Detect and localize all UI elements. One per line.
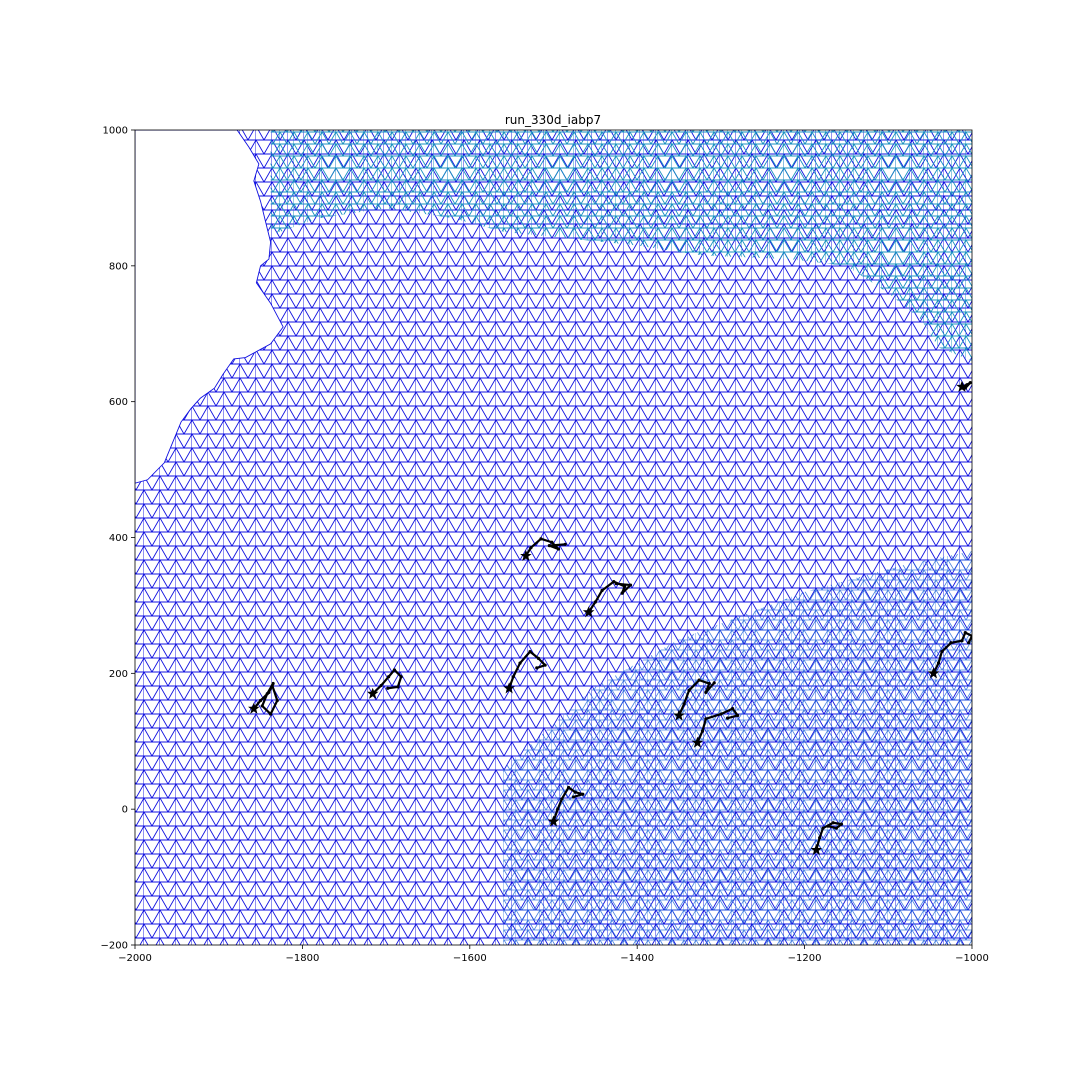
track-point <box>940 650 944 654</box>
track-point <box>963 630 967 635</box>
track-6 <box>547 785 585 827</box>
track-point <box>620 591 624 595</box>
track-point <box>593 600 597 604</box>
track-point <box>573 790 577 794</box>
y-tick-label: −200 <box>101 941 128 952</box>
track-point <box>566 785 571 790</box>
track-point <box>821 826 825 830</box>
track-point <box>539 537 543 541</box>
track-point <box>623 584 627 589</box>
track-point <box>712 681 716 685</box>
track-point <box>719 712 723 716</box>
track-point <box>535 666 539 670</box>
x-tick-label: −2000 <box>118 953 152 964</box>
track-point <box>700 729 705 733</box>
track-point <box>556 807 560 811</box>
track-point <box>270 683 274 688</box>
track-8 <box>691 707 740 748</box>
track-point <box>260 704 264 708</box>
track-point <box>560 797 564 801</box>
y-tick-label: 600 <box>109 397 128 408</box>
track-point <box>736 713 740 718</box>
track-point <box>839 822 844 826</box>
y-tick-label: 400 <box>109 533 128 544</box>
track-point <box>379 683 383 688</box>
track-1 <box>248 681 279 716</box>
track-point <box>550 540 554 544</box>
track-5 <box>582 580 633 618</box>
track-point <box>265 692 269 696</box>
track-point <box>600 588 604 593</box>
track-point <box>258 698 263 703</box>
y-axis: −200 0 200 400 600 800 1000 <box>101 126 135 952</box>
x-tick-label: −1800 <box>285 953 319 964</box>
track-point <box>697 678 701 682</box>
track-point <box>687 688 691 692</box>
track-point <box>834 826 839 830</box>
y-tick-label: 1000 <box>103 126 128 137</box>
track-point <box>967 641 971 645</box>
track-4 <box>520 537 567 562</box>
mesh-dense-region <box>503 551 972 945</box>
track-7 <box>673 678 716 721</box>
track-point <box>387 675 391 679</box>
track-point <box>275 698 279 703</box>
y-tick-label: 200 <box>109 669 128 680</box>
track-point <box>556 547 561 551</box>
track-2 <box>366 668 403 699</box>
x-axis: −2000 −1800 −1600 −1400 −1200 −1000 <box>118 945 989 964</box>
track-point <box>949 641 953 645</box>
mesh-cyan-region <box>270 130 972 361</box>
drifter-tracks <box>248 380 972 856</box>
track-10 <box>927 630 972 679</box>
plot-area <box>135 130 972 945</box>
track-point <box>968 381 972 385</box>
y-tick-label: 800 <box>109 261 128 272</box>
track-point <box>392 668 397 672</box>
track-point <box>628 583 633 587</box>
track-point <box>543 663 547 667</box>
land-region <box>135 130 284 484</box>
x-tick-label: −1400 <box>620 953 654 964</box>
track-point <box>831 821 835 825</box>
track-point <box>725 716 730 720</box>
x-tick-label: −1200 <box>788 953 822 964</box>
x-tick-label: −1000 <box>955 953 989 964</box>
track-point <box>682 702 686 706</box>
track-point <box>818 836 822 840</box>
track-point <box>936 661 941 665</box>
track-point <box>518 661 522 665</box>
track-line <box>587 580 632 613</box>
chart-title: run_330d_iabp7 <box>505 113 601 127</box>
track-11 <box>956 380 972 392</box>
track-point <box>571 795 576 799</box>
track-point <box>268 712 273 716</box>
track-point <box>547 544 551 548</box>
x-tick-label: −1600 <box>453 953 487 964</box>
track-point <box>704 717 708 721</box>
track-point <box>511 675 515 679</box>
track-point <box>563 542 567 546</box>
track-3 <box>503 650 547 694</box>
track-point <box>399 675 403 679</box>
track-point <box>529 546 533 550</box>
track-point <box>614 582 618 586</box>
track-point <box>528 650 532 654</box>
track-point <box>707 681 711 686</box>
y-tick-label: 0 <box>122 805 128 816</box>
track-point <box>536 656 541 660</box>
track-point <box>386 686 390 690</box>
track-point <box>704 690 708 694</box>
track-point <box>396 685 400 689</box>
track-point <box>581 792 585 796</box>
track-point <box>612 580 616 584</box>
track-9 <box>810 821 844 856</box>
track-point <box>731 707 735 711</box>
track-point <box>960 639 964 643</box>
track-point <box>826 824 830 828</box>
